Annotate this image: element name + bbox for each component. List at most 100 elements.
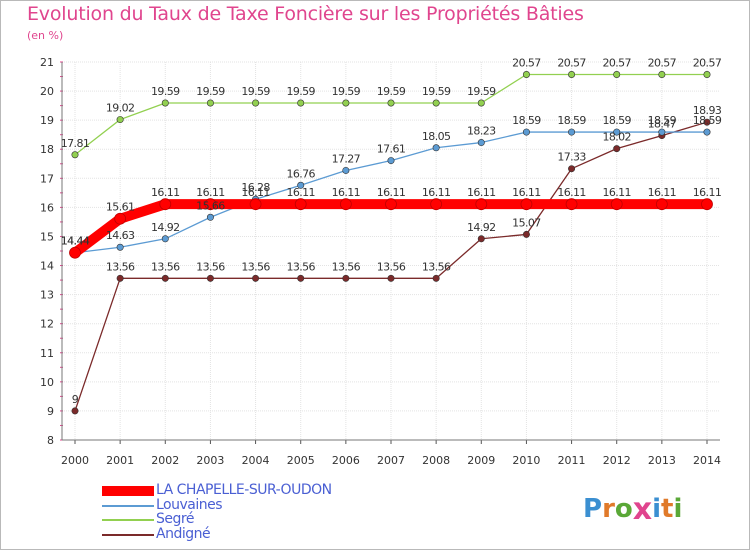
data-label: 9 [72,393,79,406]
data-label: 15.07 [512,216,541,229]
y-tick-label: 15 [40,230,54,243]
data-point [568,165,576,173]
data-label: 15.61 [106,201,135,214]
x-tick-label: 2011 [558,454,586,467]
data-point [206,274,214,282]
logo-letter: P [583,494,603,524]
data-point [114,212,127,225]
data-label: 19.59 [332,85,361,98]
data-point [385,198,397,211]
data-label: 13.56 [286,260,315,273]
data-point [522,128,530,136]
data-label: 20.57 [602,57,631,70]
data-point [206,99,214,107]
logo-letter: r [602,494,615,524]
y-tick-label: 11 [40,347,54,360]
data-label: 13.56 [332,260,361,273]
x-tick-label: 2009 [467,454,495,467]
data-point [116,116,124,124]
data-label: 16.11 [512,186,541,199]
data-point [701,198,713,211]
data-label: 14.44 [61,235,90,248]
data-point [610,198,623,211]
data-label: 16.76 [286,167,315,180]
data-label: 19.59 [241,85,270,98]
data-point [252,99,260,107]
data-label: 14.92 [467,221,496,234]
data-label: 20.57 [557,57,586,70]
data-point [294,198,307,211]
legend-swatch [102,519,154,521]
data-point [342,166,350,174]
data-point [432,144,440,152]
x-tick-label: 2007 [377,454,405,467]
data-label: 16.11 [286,186,315,199]
legend-swatch [102,504,154,507]
logo-letter: i [673,494,683,524]
x-tick-label: 2013 [648,454,676,467]
data-label: 16.11 [377,186,406,199]
data-point [71,407,79,415]
y-tick-label: 20 [40,85,54,98]
legend-label: Segré [156,511,194,527]
data-point [568,128,576,136]
data-point [71,151,79,159]
data-label: 13.56 [106,260,135,273]
data-label: 18.59 [557,114,586,127]
data-label: 13.56 [196,260,225,273]
legend-label: LA CHAPELLE-SUR-OUDON [156,482,332,498]
y-tick-label: 13 [40,289,54,302]
data-label: 13.56 [241,260,270,273]
proxiti-logo: Proxiti [583,490,683,527]
data-point [297,181,305,189]
x-tick-label: 2004 [242,454,270,467]
data-label: 20.57 [693,57,722,70]
data-label: 18.47 [648,118,677,131]
data-point [342,274,350,282]
y-tick-label: 18 [40,143,54,156]
y-tick-label: 9 [47,405,54,418]
data-point [159,198,172,211]
data-point [703,128,711,136]
data-label: 14.63 [106,229,135,242]
data-label: 13.56 [422,260,451,273]
data-label: 13.56 [151,260,180,273]
x-tick-label: 2010 [512,454,540,467]
data-point [565,198,578,211]
x-tick-label: 2008 [422,454,450,467]
y-tick-label: 10 [40,376,54,389]
data-point [568,71,576,79]
data-label: 16.11 [648,186,677,199]
legend-label: Andigné [156,525,211,542]
data-label: 16.11 [151,186,180,199]
data-point [522,71,530,79]
data-point [477,99,485,107]
data-label: 18.59 [602,114,631,127]
y-tick-label: 21 [40,56,54,69]
data-label: 18.59 [648,114,677,127]
data-label: 14.92 [151,221,180,234]
data-point [430,198,443,211]
data-label: 14.44 [61,235,90,248]
data-label: 19.59 [151,85,180,98]
data-point [161,99,169,107]
data-label: 19.02 [106,102,135,115]
data-point [249,198,262,211]
x-tick-label: 2003 [196,454,224,467]
x-tick-label: 2005 [287,454,315,467]
data-label: 16.11 [467,186,496,199]
data-point [342,99,350,107]
logo-letter: i [652,494,662,524]
data-label: 18.05 [422,130,451,143]
data-label: 16.11 [241,186,270,199]
data-point [432,274,440,282]
x-tick-label: 2001 [106,454,134,467]
data-label: 18.02 [602,131,631,144]
data-point [297,99,305,107]
data-label: 17.33 [557,151,586,164]
data-point [69,246,81,259]
data-label: 16.11 [693,186,722,199]
data-label: 20.57 [648,57,677,70]
data-point [520,198,533,211]
data-point [387,274,395,282]
